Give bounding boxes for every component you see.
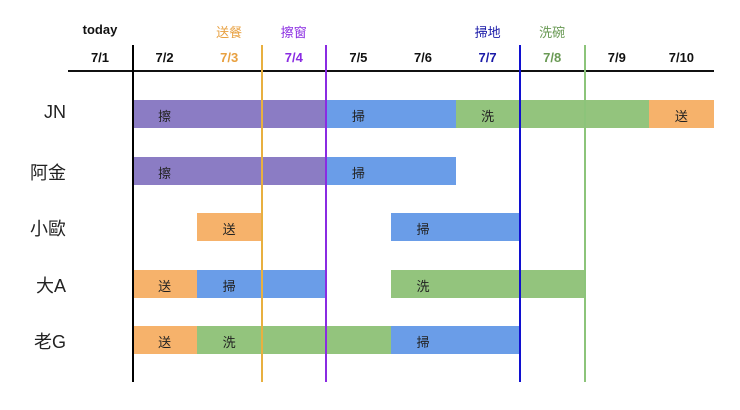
task-bar-label: 送 <box>222 222 236 237</box>
row-label-person: JN <box>44 102 66 122</box>
row-label-person: 大A <box>35 276 66 296</box>
milestone-label: 洗碗 <box>539 25 566 40</box>
task-bar: 洗 <box>455 100 650 128</box>
task-bar: 送 <box>132 270 198 298</box>
task-bar: 洗 <box>391 270 585 298</box>
row-label-person: 小歐 <box>30 219 66 239</box>
deadline-line-4 <box>583 45 586 382</box>
task-bar-label: 洗 <box>416 279 430 294</box>
task-bar: 擦 <box>132 100 327 128</box>
date-column-label: 7/2 <box>155 50 174 65</box>
date-column-label: 7/1 <box>90 50 110 65</box>
task-bar: 洗 <box>197 326 391 354</box>
task-bar-label: 掃 <box>416 222 430 237</box>
deadline-line-3 <box>519 45 522 382</box>
task-bar: 送 <box>132 326 198 354</box>
task-bar: 掃 <box>391 213 521 241</box>
task-bar-label: 送 <box>674 109 688 124</box>
task-bar: 掃 <box>391 326 521 354</box>
deadline-line-2 <box>325 45 328 382</box>
task-bar: 送 <box>649 100 714 128</box>
task-bar-label: 送 <box>158 335 172 350</box>
date-column-label: 7/3 <box>220 50 239 65</box>
milestone-label: 掃地 <box>474 25 501 40</box>
row-label-person: 阿金 <box>30 163 66 183</box>
task-bar-label: 擦 <box>158 109 172 124</box>
task-bar-label: 送 <box>158 279 172 294</box>
milestone-label: 擦窗 <box>280 25 307 40</box>
task-bar: 擦 <box>132 157 327 185</box>
task-bar-label: 洗 <box>481 109 495 124</box>
task-bar: 掃 <box>326 157 456 185</box>
deadline-line-1 <box>260 45 263 382</box>
milestone-label: today <box>82 22 118 37</box>
task-bar: 掃 <box>326 100 456 128</box>
date-column-label: 7/9 <box>607 50 626 65</box>
task-bar-label: 掃 <box>416 335 430 350</box>
row-label-person: 老G <box>33 332 66 352</box>
date-column-label: 7/4 <box>284 50 303 65</box>
deadline-line-0 <box>131 45 134 382</box>
date-column-label: 7/6 <box>413 50 433 65</box>
task-bar-label: 掃 <box>351 109 365 124</box>
task-bar-label: 掃 <box>222 279 236 294</box>
date-column-label: 7/5 <box>349 50 368 65</box>
task-bar: 送 <box>197 213 262 241</box>
date-column-label: 7/10 <box>668 50 695 65</box>
milestone-label: 送餐 <box>216 25 243 40</box>
task-bar-label: 擦 <box>158 166 172 181</box>
header-axis-line <box>68 70 714 72</box>
task-bar-label: 洗 <box>222 335 236 350</box>
date-column-label: 7/7 <box>478 50 497 65</box>
task-bar-label: 掃 <box>351 166 365 181</box>
date-column-label: 7/8 <box>543 50 562 65</box>
